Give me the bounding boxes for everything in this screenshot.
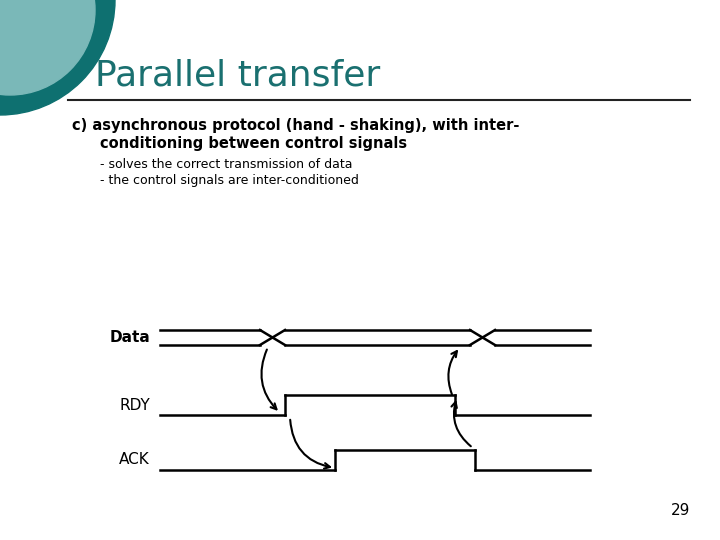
Text: - the control signals are inter-conditioned: - the control signals are inter-conditio…: [100, 174, 359, 187]
Circle shape: [0, 0, 115, 115]
Text: - solves the correct transmission of data: - solves the correct transmission of dat…: [100, 158, 353, 171]
Text: RDY: RDY: [120, 397, 150, 413]
Text: Data: Data: [109, 330, 150, 345]
Circle shape: [0, 0, 95, 95]
Text: Parallel transfer: Parallel transfer: [95, 58, 380, 92]
Text: ACK: ACK: [120, 453, 150, 468]
Text: c) asynchronous protocol (hand - shaking), with inter-: c) asynchronous protocol (hand - shaking…: [72, 118, 519, 133]
Text: conditioning between control signals: conditioning between control signals: [100, 136, 407, 151]
Text: 29: 29: [670, 503, 690, 518]
